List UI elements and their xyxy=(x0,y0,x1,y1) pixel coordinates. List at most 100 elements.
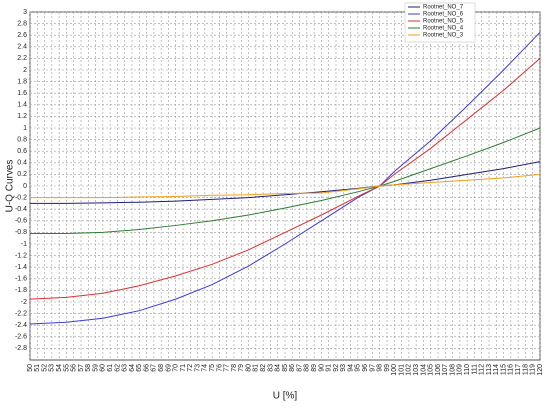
series-line xyxy=(30,127,541,235)
x-tick-label: 50 xyxy=(27,364,34,372)
x-tick-label: 70 xyxy=(173,364,180,372)
x-tick-label: 116 xyxy=(508,364,515,375)
y-tick-label: 0.6 xyxy=(17,148,27,155)
y-tick-label: 1 xyxy=(23,125,27,132)
x-tick-label: 85 xyxy=(282,364,289,372)
y-tick-label: 2.2 xyxy=(17,55,27,62)
x-tick-label: 105 xyxy=(428,364,435,376)
y-tick-label: 0.8 xyxy=(17,136,27,143)
x-tick-label: 104 xyxy=(420,364,427,376)
series-line xyxy=(29,58,541,300)
x-tick-label: 108 xyxy=(449,364,456,376)
y-tick-label: -0.8 xyxy=(15,229,27,236)
x-axis-title: U [%] xyxy=(273,391,298,402)
y-tick-label: 1.4 xyxy=(17,102,27,109)
x-tick-label: 77 xyxy=(224,364,231,372)
y-tick-label: -1 xyxy=(21,241,27,248)
x-tick-label: 67 xyxy=(151,364,158,372)
x-tick-label: 106 xyxy=(435,364,442,376)
x-tick-label: 107 xyxy=(442,364,449,376)
x-tick-label: 54 xyxy=(56,364,63,372)
x-tick-label: 89 xyxy=(311,364,318,372)
x-tick-label: 52 xyxy=(41,364,48,372)
x-tick-label: 84 xyxy=(275,364,282,372)
x-tick-label: 66 xyxy=(143,364,150,372)
x-tick-label: 90 xyxy=(318,364,325,372)
x-tick-label: 114 xyxy=(493,364,500,375)
y-tick-label: -2 xyxy=(21,299,27,306)
x-tick-label: 99 xyxy=(384,364,391,372)
x-tick-label: 87 xyxy=(296,364,303,372)
y-tick-label: 0.2 xyxy=(17,171,27,178)
y-tick-label: -2.4 xyxy=(15,322,27,329)
x-tick-label: 86 xyxy=(289,364,296,372)
series-line xyxy=(29,31,541,325)
legend-label: Rootnet_NO_4 xyxy=(423,26,464,32)
x-tick-label: 62 xyxy=(114,364,121,372)
x-tick-label: 94 xyxy=(347,364,354,372)
x-tick-label: 91 xyxy=(326,364,333,372)
x-tick-label: 71 xyxy=(180,364,187,372)
x-tick-label: 68 xyxy=(158,364,165,372)
x-tick-label: 88 xyxy=(304,364,311,372)
legend-label: Rootnet_NO_7 xyxy=(423,5,464,11)
x-tick-label: 56 xyxy=(71,364,78,372)
x-tick-label: 102 xyxy=(406,364,413,376)
y-tick-label: 2.4 xyxy=(17,44,27,51)
x-tick-label: 93 xyxy=(340,364,347,372)
y-axis-title: U-Q Curves xyxy=(5,160,16,213)
x-tick-label: 69 xyxy=(165,364,172,372)
x-tick-label: 111 xyxy=(471,364,478,375)
y-tick-label: -2.6 xyxy=(15,334,27,341)
y-tick-label: 3 xyxy=(23,9,27,16)
y-tick-label: 2.8 xyxy=(17,20,27,27)
y-tick-label: -2.8 xyxy=(15,345,27,352)
y-tick-label: 1.6 xyxy=(17,90,27,97)
x-tick-label: 53 xyxy=(49,364,56,372)
x-tick-label: 79 xyxy=(238,364,245,372)
x-tick-label: 100 xyxy=(391,364,398,376)
x-tick-label: 73 xyxy=(194,364,201,372)
x-tick-label: 83 xyxy=(267,364,274,372)
x-tick-label: 57 xyxy=(78,364,85,372)
x-tick-label: 109 xyxy=(457,364,464,376)
x-tick-label: 117 xyxy=(515,364,522,375)
x-tick-label: 112 xyxy=(479,364,486,375)
x-tick-label: 75 xyxy=(209,364,216,372)
x-tick-label: 115 xyxy=(500,364,507,375)
x-tick-label: 80 xyxy=(245,364,252,372)
legend-label: Rootnet_NO_6 xyxy=(423,12,464,18)
y-tick-label: -2.2 xyxy=(15,310,27,317)
series-line xyxy=(30,173,541,199)
x-tick-label: 61 xyxy=(107,364,114,372)
x-tick-label: 65 xyxy=(136,364,143,372)
x-tick-label: 120 xyxy=(537,364,544,376)
y-tick-label: 2.6 xyxy=(17,32,27,39)
y-tick-label: 1.2 xyxy=(17,113,27,120)
y-tick-label: 0 xyxy=(23,183,27,190)
y-tick-label: 1.8 xyxy=(17,78,27,85)
x-tick-label: 95 xyxy=(355,364,362,372)
x-tick-label: 63 xyxy=(122,364,129,372)
x-tick-label: 118 xyxy=(522,364,529,375)
y-tick-label: 0.4 xyxy=(17,160,27,167)
x-tick-label: 101 xyxy=(398,364,405,376)
x-tick-label: 76 xyxy=(216,364,223,372)
x-tick-label: 78 xyxy=(231,364,238,372)
x-tick-label: 97 xyxy=(369,364,376,372)
y-tick-label: -0.2 xyxy=(15,194,27,201)
y-tick-label: -1.4 xyxy=(15,264,27,271)
x-tick-label: 74 xyxy=(202,364,209,372)
x-tick-label: 81 xyxy=(253,364,260,372)
y-tick-label: -0.4 xyxy=(15,206,27,213)
legend-label: Rootnet_NO_3 xyxy=(423,33,464,39)
x-tick-label: 98 xyxy=(377,364,384,372)
x-tick-label: 64 xyxy=(129,364,136,372)
y-tick-label: -1.6 xyxy=(15,276,27,283)
x-tick-label: 72 xyxy=(187,364,194,372)
y-tick-label: -1.8 xyxy=(15,287,27,294)
legend-label: Rootnet_NO_5 xyxy=(423,19,464,25)
x-tick-label: 51 xyxy=(34,364,41,372)
x-tick-label: 110 xyxy=(464,364,471,375)
